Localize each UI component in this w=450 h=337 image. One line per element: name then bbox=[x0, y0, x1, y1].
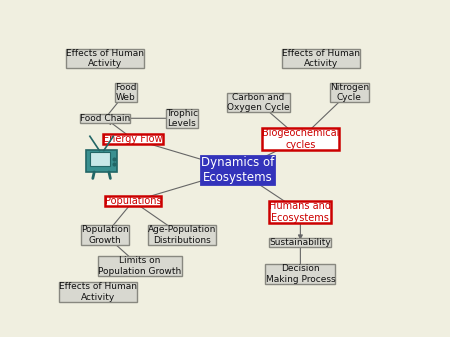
Text: Limits on
Population Growth: Limits on Population Growth bbox=[98, 256, 181, 276]
Text: Age-Population
Distributions: Age-Population Distributions bbox=[148, 225, 216, 245]
Text: Trophic
Levels: Trophic Levels bbox=[166, 109, 198, 128]
Text: Nitrogen
Cycle: Nitrogen Cycle bbox=[330, 83, 369, 102]
Text: Effects of Human
Activity: Effects of Human Activity bbox=[59, 282, 137, 302]
Text: Dynamics of
Ecosystems: Dynamics of Ecosystems bbox=[201, 156, 274, 184]
Text: Food
Web: Food Web bbox=[115, 83, 137, 102]
Text: Effects of Human
Activity: Effects of Human Activity bbox=[282, 49, 360, 68]
Text: Sustainability: Sustainability bbox=[270, 238, 331, 247]
Text: Food Chain: Food Chain bbox=[80, 114, 130, 123]
Text: Populations: Populations bbox=[105, 196, 161, 206]
Text: Decision
Making Process: Decision Making Process bbox=[266, 264, 335, 284]
Text: Energy Flow: Energy Flow bbox=[103, 134, 163, 144]
Text: Humans and
Ecosystems: Humans and Ecosystems bbox=[270, 201, 331, 222]
FancyBboxPatch shape bbox=[90, 152, 110, 166]
Text: Population
Growth: Population Growth bbox=[81, 225, 129, 245]
Text: Biogeochemical
cycles: Biogeochemical cycles bbox=[262, 128, 339, 150]
FancyBboxPatch shape bbox=[86, 150, 117, 173]
Text: Carbon and
Oxygen Cycle: Carbon and Oxygen Cycle bbox=[227, 93, 290, 113]
Text: Effects of Human
Activity: Effects of Human Activity bbox=[66, 49, 144, 68]
